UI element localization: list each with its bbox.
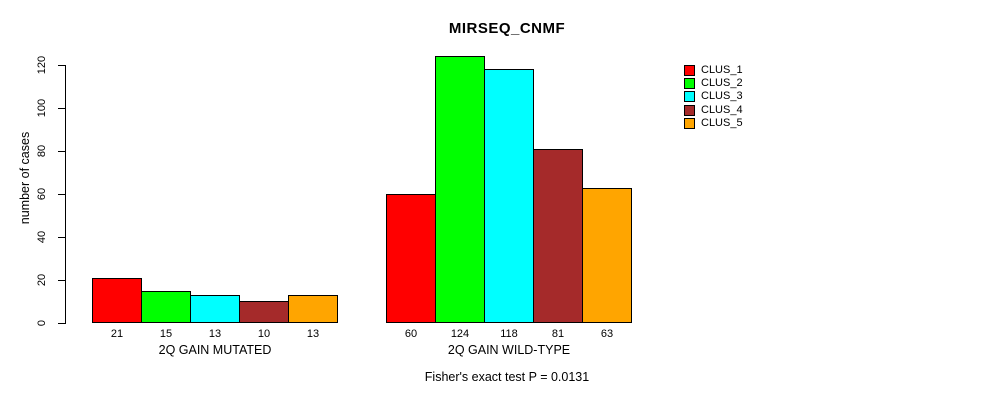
bar-value-label: 13 [208,328,222,340]
y-tick-label: 40 [36,230,48,244]
legend-swatch [684,90,695,102]
chart-title: MIRSEQ_CNMF [448,20,566,37]
bar-value-label: 118 [500,328,518,340]
y-tick-label: 120 [36,55,48,75]
legend-swatch [684,64,695,76]
y-tick [58,108,65,109]
bar [239,301,289,323]
legend-item: CLUS_2 [684,77,743,89]
legend-label: CLUS_4 [701,104,743,116]
legend-item: CLUS_3 [684,90,743,102]
y-tick [58,194,65,195]
y-tick-label: 0 [36,319,48,327]
bar [435,56,485,323]
legend-label: CLUS_1 [701,64,743,76]
bar [582,188,632,323]
y-tick [58,65,65,66]
bar [288,295,338,323]
y-tick [58,237,65,238]
x-group-label: 2Q GAIN WILD-TYPE [447,343,571,357]
legend-item: CLUS_5 [684,117,743,129]
bar [533,149,583,323]
bar [190,295,240,323]
y-tick [58,280,65,281]
y-axis-label: number of cases [18,131,32,225]
bar [484,69,534,323]
bar-value-label: 15 [159,328,173,340]
legend-item: CLUS_4 [684,104,743,116]
bar-value-label: 81 [551,328,565,340]
legend-item: CLUS_1 [684,64,743,76]
y-tick-label: 60 [36,187,48,201]
stat-annotation: Fisher's exact test P = 0.0131 [424,370,590,384]
legend-label: CLUS_3 [701,90,743,102]
legend-swatch [684,77,695,89]
y-tick-label: 20 [36,273,48,287]
bar-value-label: 60 [404,328,418,340]
y-tick-label: 80 [36,144,48,158]
bar-value-label: 124 [450,328,470,340]
bar-value-label: 10 [257,328,271,340]
y-tick-label: 100 [36,98,48,118]
y-tick [58,323,65,324]
bar-value-label: 63 [600,328,614,340]
y-axis-line [65,65,66,324]
bar [141,291,191,323]
bar-value-label: 21 [110,328,124,340]
x-group-label: 2Q GAIN MUTATED [158,343,272,357]
bar [386,194,436,323]
legend-label: CLUS_5 [701,117,743,129]
legend-swatch [684,117,695,129]
legend-label: CLUS_2 [701,77,743,89]
bar [92,278,142,323]
legend-swatch [684,104,695,116]
bar-value-label: 13 [306,328,320,340]
y-tick [58,151,65,152]
